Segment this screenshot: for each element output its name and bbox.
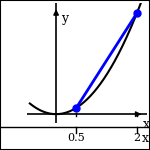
Text: 0.5: 0.5 — [67, 133, 85, 143]
Text: 2: 2 — [133, 133, 140, 143]
Text: y: y — [61, 12, 68, 25]
Text: x: x — [142, 132, 149, 144]
Text: x: x — [143, 118, 150, 131]
